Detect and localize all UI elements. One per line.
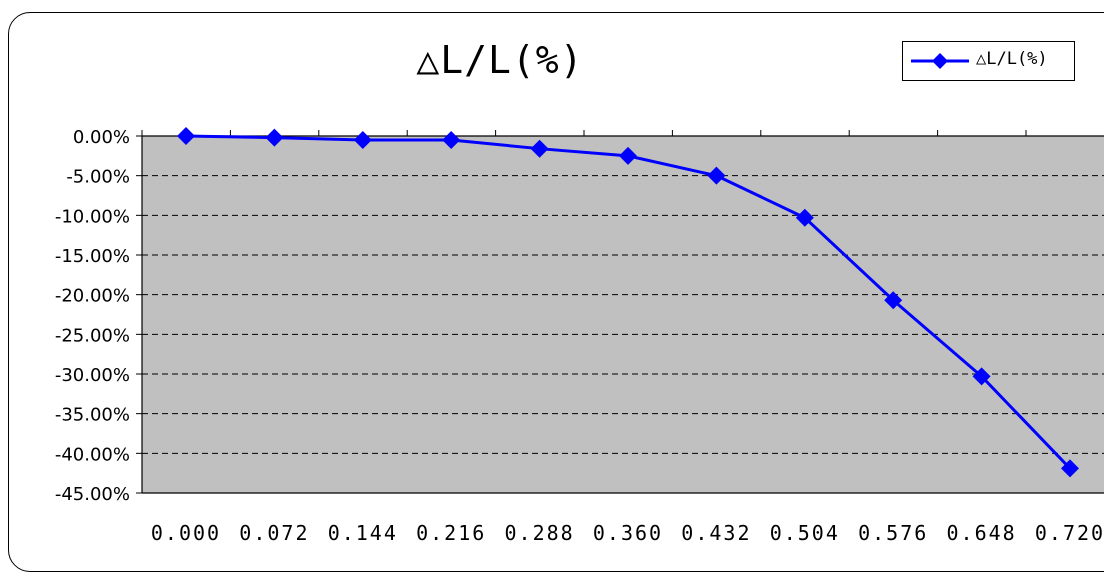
data-point-marker — [1061, 459, 1079, 478]
data-point-marker — [795, 208, 814, 227]
plot-area: 0.00% -5.00% -10.00% -15.00% -20.00% -25.00% -… — [55, 127, 1104, 545]
x-tick-label: 0.720 — [1035, 521, 1104, 545]
x-tick-label: 0.504 — [770, 521, 840, 545]
x-tick-label: 0.648 — [946, 521, 1016, 545]
data-point-marker — [265, 128, 284, 147]
data-point-marker — [619, 146, 637, 165]
data-point-marker — [442, 130, 461, 149]
legend: △L/L(%) — [902, 41, 1075, 81]
plot-background — [142, 136, 1104, 493]
y-tick-label: -30.00% — [55, 365, 130, 386]
y-tick-label: -25.00% — [55, 325, 130, 346]
y-tick-label: -40.00% — [55, 444, 130, 465]
data-point-marker — [884, 291, 903, 310]
y-tick-label: -35.00% — [55, 405, 130, 426]
legend-label: △L/L(%) — [976, 49, 1048, 69]
data-point-marker — [353, 130, 372, 149]
data-point-marker — [972, 367, 991, 386]
x-tick-label: 0.432 — [681, 521, 751, 545]
x-tick-label: 0.072 — [239, 521, 309, 545]
y-tick-label: -20.00% — [55, 286, 130, 307]
x-tick-label: 0.576 — [858, 521, 928, 545]
data-point-marker — [177, 127, 195, 145]
y-tick-label: -10.00% — [55, 206, 130, 227]
y-tick-label: -45.00% — [55, 484, 130, 505]
x-tick-label: 0.216 — [416, 521, 486, 545]
x-tick-label: 0.144 — [328, 521, 398, 545]
y-tick-label: 0.00% — [73, 127, 130, 148]
y-tick-label: -5.00% — [66, 167, 130, 188]
x-tick-label: 0.360 — [593, 521, 663, 545]
x-tick-label: 0.288 — [504, 521, 574, 545]
legend-line-marker — [911, 53, 969, 69]
data-point-marker — [707, 166, 726, 185]
y-tick-label: -15.00% — [55, 246, 130, 267]
data-point-marker — [530, 139, 549, 158]
x-tick-label: 0.000 — [151, 521, 221, 545]
chart-title: △L/L(%) — [416, 38, 584, 82]
